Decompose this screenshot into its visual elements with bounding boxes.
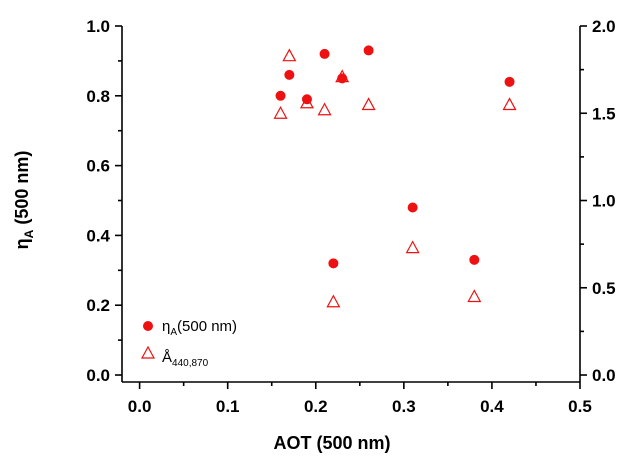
y2-tick-label: 1.0 (592, 192, 616, 211)
y-tick-label: 0.8 (86, 87, 110, 106)
legend-label-eta: ηA(500 nm) (162, 318, 237, 338)
x-axis-title: AOT (500 nm) (273, 433, 390, 453)
y2-tick-label: 1.5 (592, 104, 616, 123)
eta-data-point (319, 48, 330, 59)
eta-data-point (407, 202, 418, 213)
y2-tick-label: 0.5 (592, 279, 616, 298)
y-tick-label: 0.0 (86, 366, 110, 385)
x-tick-label: 0.3 (392, 397, 416, 416)
angstrom-data-point (335, 69, 350, 83)
angstrom-data-point (282, 48, 297, 62)
legend-marker-circle (143, 321, 153, 331)
legend: ηA(500 nm) Å440,870 (140, 318, 237, 369)
eta-data-point (275, 90, 286, 101)
angstrom-data-point (273, 106, 288, 119)
eta-data-point (328, 258, 339, 269)
y-tick-label: 0.6 (86, 157, 110, 176)
legend-label-angstrom: Å440,870 (162, 349, 209, 369)
eta-data-point (363, 45, 374, 56)
y-tick-label: 1.0 (86, 17, 110, 36)
ticks: 0.0 0.1 0.2 0.3 0.4 0.50.00.20.40.60.81.00.00… (86, 17, 615, 416)
y-tick-label: 0.4 (86, 226, 110, 245)
x-tick-label: 0.5 (568, 397, 592, 416)
angstrom-data-point (361, 97, 376, 111)
legend-marker-triangle (140, 345, 156, 359)
eta-data-point (504, 76, 515, 87)
x-tick-label: 0.0 (128, 397, 152, 416)
data-marks (273, 45, 517, 308)
y-axis-title: ηA (500 nm) (12, 151, 36, 250)
x-tick-label: 0.2 (304, 397, 328, 416)
angstrom-data-point (299, 95, 314, 109)
eta-data-point (469, 254, 480, 265)
x-tick-label: 0.1 (216, 397, 240, 416)
y-tick-label: 0.2 (86, 296, 110, 315)
x-tick-label: 0.4 (480, 397, 504, 416)
y2-tick-label: 2.0 (592, 17, 616, 36)
angstrom-data-point (317, 102, 332, 116)
axes (121, 26, 581, 383)
angstrom-data-point (326, 294, 341, 308)
y2-tick-label: 0.0 (592, 366, 616, 385)
eta-data-point (284, 69, 295, 80)
angstrom-data-point (502, 97, 517, 111)
angstrom-data-point (405, 240, 420, 254)
angstrom-data-point (467, 289, 482, 303)
